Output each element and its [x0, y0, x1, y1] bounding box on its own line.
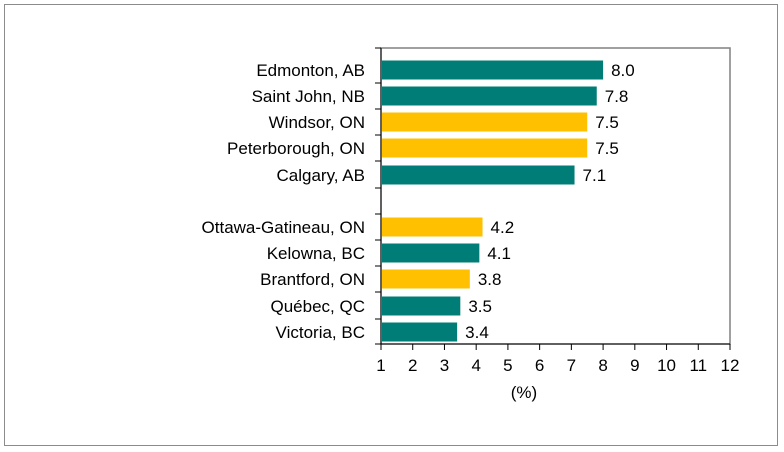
- category-labels-group: Edmonton, AB Saint John, NB Windsor, ON Pet…: [202, 61, 365, 342]
- x-tick-label: 3: [440, 356, 449, 375]
- category-label: Saint John, NB: [252, 87, 365, 106]
- bar: [382, 112, 588, 132]
- category-label: Peterborough, ON: [227, 139, 365, 158]
- value-label: 7.5: [595, 113, 619, 132]
- x-tick-label: 12: [721, 356, 740, 375]
- x-tick-label: 6: [535, 356, 544, 375]
- category-label: Windsor, ON: [269, 113, 365, 132]
- bar: [382, 165, 575, 185]
- x-tick-label: 7: [567, 356, 576, 375]
- value-label: 3.5: [468, 297, 492, 316]
- x-tick-label: 4: [471, 356, 480, 375]
- x-tick-label: 10: [657, 356, 676, 375]
- x-tick-label: 5: [503, 356, 512, 375]
- category-label: Québec, QC: [271, 297, 366, 316]
- value-label: 7.1: [583, 166, 607, 185]
- value-label: 4.1: [487, 244, 511, 263]
- category-label: Brantford, ON: [260, 270, 365, 289]
- bar: [382, 269, 470, 289]
- bar: [382, 86, 597, 106]
- x-axis-label: (%): [511, 383, 537, 402]
- x-tick-label: 1: [376, 356, 385, 375]
- bar: [382, 217, 483, 237]
- x-tick-label: 9: [630, 356, 639, 375]
- bar: [382, 296, 461, 316]
- x-tick-label: 8: [598, 356, 607, 375]
- bar: [382, 60, 604, 80]
- x-tick-label: 11: [689, 356, 707, 375]
- category-label: Kelowna, BC: [267, 244, 365, 263]
- bars-group: [382, 60, 604, 342]
- category-label: Edmonton, AB: [256, 61, 365, 80]
- category-label: Ottawa-Gatineau, ON: [202, 218, 365, 237]
- value-label: 3.4: [465, 323, 489, 342]
- bar: [382, 243, 480, 263]
- value-label: 3.8: [478, 270, 502, 289]
- value-label: 7.8: [605, 87, 629, 106]
- value-label: 7.5: [595, 139, 619, 158]
- category-label: Victoria, BC: [276, 323, 365, 342]
- value-label: 8.0: [611, 61, 635, 80]
- value-labels-group: 8.0 7.8 7.5 7.5 7.1 4.2 4.1 3.8 3.5 3.4: [465, 61, 635, 342]
- x-axis: 1 2 3 4 5 6 7 8 9 10 11 12: [376, 343, 740, 375]
- bar: [382, 138, 588, 158]
- value-label: 4.2: [491, 218, 515, 237]
- bar: [382, 322, 458, 342]
- category-label: Calgary, AB: [276, 166, 365, 185]
- x-tick-label: 2: [408, 356, 417, 375]
